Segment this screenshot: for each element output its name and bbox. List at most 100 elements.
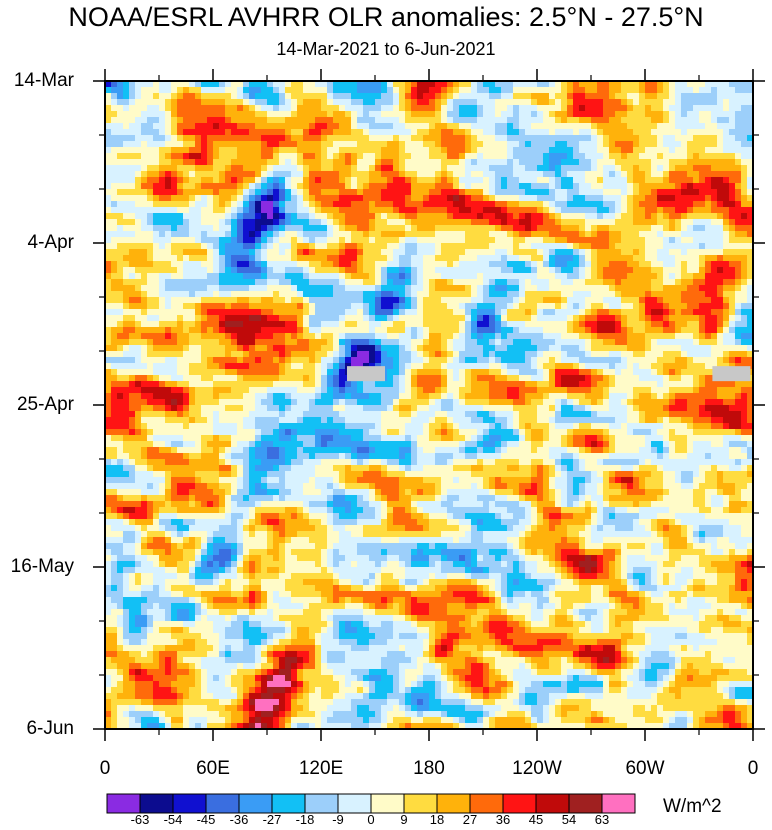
heat-cell	[135, 225, 142, 232]
heat-cell	[663, 249, 670, 256]
heat-cell	[681, 231, 688, 238]
heat-cell	[231, 81, 238, 88]
heat-cell	[189, 147, 196, 154]
heat-cell	[603, 105, 610, 112]
heat-cell	[483, 111, 490, 118]
heat-cell	[333, 99, 340, 106]
heat-cell	[261, 171, 268, 178]
heat-cell	[369, 117, 376, 124]
heat-cell	[435, 225, 442, 232]
heat-cell	[441, 141, 448, 148]
heat-cell	[213, 357, 220, 364]
heat-cell	[135, 285, 142, 292]
heat-cell	[201, 189, 208, 196]
heat-cell	[285, 297, 292, 304]
heat-cell	[111, 87, 118, 94]
heat-cell	[555, 279, 562, 286]
heat-cell	[711, 321, 718, 328]
heat-cell	[525, 243, 532, 250]
heat-cell	[117, 153, 124, 160]
heat-cell	[633, 273, 640, 280]
heat-cell	[471, 111, 478, 118]
heat-cell	[603, 141, 610, 148]
heat-cell	[681, 171, 688, 178]
heat-cell	[237, 291, 244, 298]
heat-cell	[399, 99, 406, 106]
heat-cell	[273, 273, 280, 280]
heat-cell	[303, 117, 310, 124]
heat-cell	[165, 177, 172, 184]
heat-cell	[357, 303, 364, 310]
heat-cell	[369, 291, 376, 298]
heat-cell	[351, 99, 358, 106]
heat-cell	[213, 159, 220, 166]
heat-cell	[123, 243, 130, 250]
heat-cell	[303, 297, 310, 304]
heat-cell	[567, 261, 574, 268]
heat-cell	[435, 303, 442, 310]
heat-cell	[693, 333, 700, 340]
heat-cell	[501, 183, 508, 190]
heat-cell	[699, 141, 706, 148]
heat-cell	[279, 315, 286, 322]
heat-cell	[723, 279, 730, 286]
heat-cell	[465, 93, 472, 100]
heat-cell	[357, 261, 364, 268]
heat-cell	[219, 171, 226, 178]
heat-cell	[741, 117, 748, 124]
heat-cell	[627, 123, 634, 130]
heat-cell	[615, 213, 622, 220]
heat-cell	[459, 249, 466, 256]
heat-cell	[225, 237, 232, 244]
heat-cell	[351, 249, 358, 256]
heat-cell	[171, 99, 178, 106]
heat-cell	[525, 237, 532, 244]
heat-cell	[405, 291, 412, 298]
heat-cell	[279, 183, 286, 190]
heat-cell	[237, 111, 244, 118]
heat-cell	[543, 309, 550, 316]
heat-cell	[321, 147, 328, 154]
heat-cell	[735, 81, 742, 88]
heat-cell	[315, 291, 322, 298]
heat-cell	[645, 285, 652, 292]
heat-cell	[627, 141, 634, 148]
heat-cell	[537, 183, 544, 190]
heat-cell	[255, 261, 262, 268]
heat-cell	[693, 165, 700, 172]
heat-cell	[495, 327, 502, 334]
heat-cell	[405, 261, 412, 268]
heat-cell	[609, 327, 616, 334]
heat-cell	[555, 225, 562, 232]
heat-cell	[405, 147, 412, 154]
heat-cell	[645, 339, 652, 346]
heat-cell	[333, 255, 340, 262]
heat-cell	[435, 87, 442, 94]
heat-cell	[585, 291, 592, 298]
heat-cell	[447, 81, 454, 88]
heat-cell	[399, 117, 406, 124]
heat-cell	[447, 135, 454, 142]
heat-cell	[555, 315, 562, 322]
heat-cell	[627, 87, 634, 94]
heat-cell	[447, 117, 454, 124]
heat-cell	[117, 357, 124, 364]
heat-cell	[735, 309, 742, 316]
heat-cell	[741, 189, 748, 196]
heat-cell	[237, 141, 244, 148]
heat-cell	[183, 321, 190, 328]
heat-cell	[711, 231, 718, 238]
heat-cell	[615, 171, 622, 178]
heat-cell	[717, 303, 724, 310]
heat-cell	[111, 153, 118, 160]
heat-cell	[717, 147, 724, 154]
heat-cell	[507, 345, 514, 352]
heat-cell	[351, 117, 358, 124]
heat-cell	[705, 243, 712, 250]
heat-cell	[309, 237, 316, 244]
heat-cell	[429, 303, 436, 310]
heat-cell	[267, 315, 274, 322]
heat-cell	[651, 159, 658, 166]
heat-cell	[243, 201, 250, 208]
heat-cell	[663, 327, 670, 334]
